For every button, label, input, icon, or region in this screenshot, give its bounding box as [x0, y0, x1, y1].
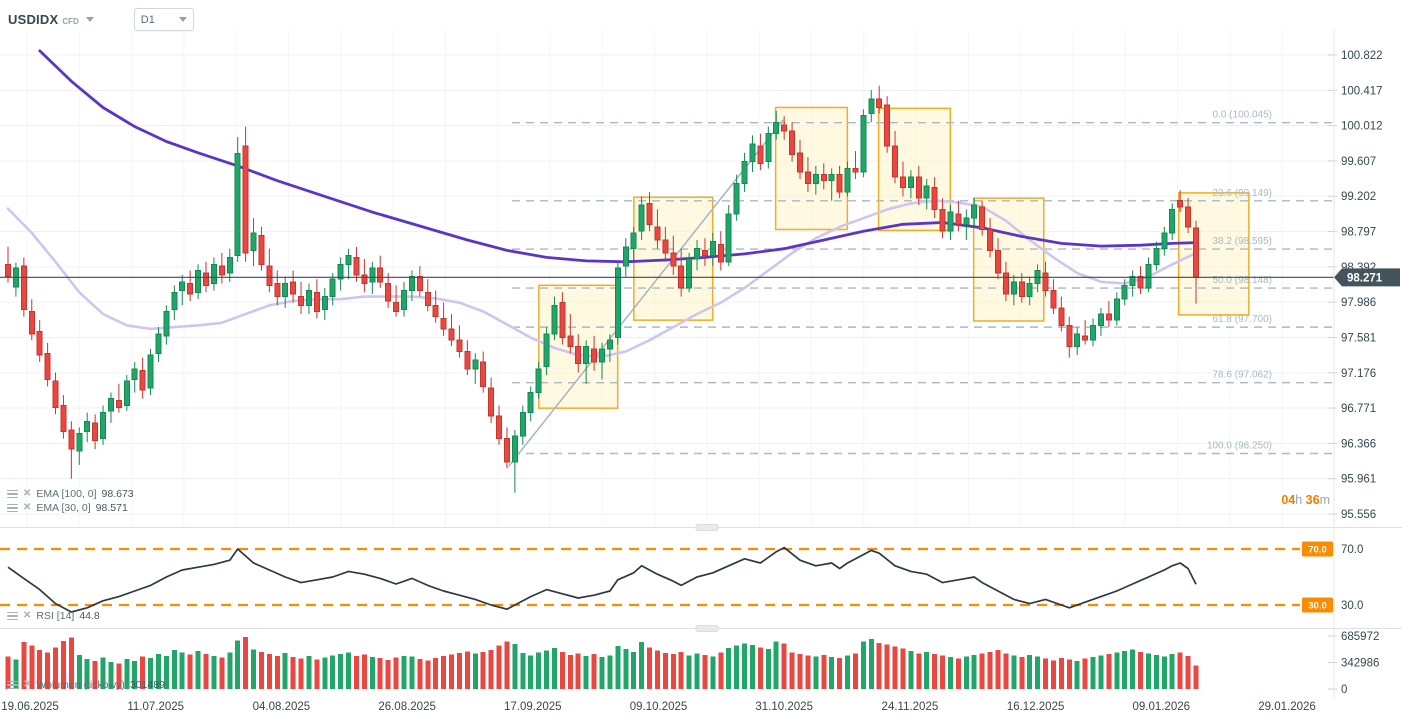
svg-text:100.822: 100.822 — [1341, 50, 1383, 62]
svg-text:31.10.2025: 31.10.2025 — [755, 701, 813, 713]
svg-text:19.06.2025: 19.06.2025 — [1, 701, 59, 713]
svg-text:96.771: 96.771 — [1341, 403, 1376, 415]
rsi-label: RSI [14] — [36, 610, 75, 622]
svg-text:23.6 (99.149): 23.6 (99.149) — [1213, 188, 1273, 199]
volume-label: Wolumen (tickowy) — [36, 679, 125, 691]
svg-text:0.0 (100.045): 0.0 (100.045) — [1213, 110, 1273, 121]
svg-text:98.797: 98.797 — [1341, 227, 1376, 239]
ema-100-value: 98.673 — [101, 488, 134, 500]
current-price-badge: 98.271 — [1334, 268, 1400, 287]
candle-countdown: 04h 36m — [1281, 493, 1330, 507]
rsi-line — [7, 546, 1197, 613]
svg-text:99.607: 99.607 — [1341, 156, 1376, 168]
svg-text:26.08.2025: 26.08.2025 — [378, 701, 436, 713]
svg-text:04.08.2025: 04.08.2025 — [253, 701, 311, 713]
svg-text:78.6 (97.062): 78.6 (97.062) — [1213, 370, 1273, 381]
svg-text:11.07.2025: 11.07.2025 — [127, 701, 184, 713]
svg-text:97.581: 97.581 — [1341, 332, 1376, 344]
timeframe-select[interactable]: D1 — [133, 8, 194, 31]
close-icon[interactable]: ✕ — [23, 488, 32, 499]
svg-text:685972: 685972 — [1341, 631, 1379, 643]
svg-text:100.012: 100.012 — [1341, 121, 1383, 133]
rsi-value: 44.8 — [79, 610, 100, 622]
svg-text:95.961: 95.961 — [1341, 474, 1376, 486]
close-icon[interactable]: ✕ — [23, 610, 32, 621]
volume-panel[interactable]: 685972 342986 0 — [5, 631, 1380, 696]
menu-icon[interactable] — [7, 680, 18, 690]
close-icon[interactable]: ✕ — [23, 502, 32, 513]
svg-text:30.0: 30.0 — [1341, 600, 1363, 612]
svg-text:96.366: 96.366 — [1341, 438, 1376, 450]
menu-icon[interactable] — [7, 503, 18, 513]
menu-icon[interactable] — [7, 611, 18, 621]
svg-text:70.0: 70.0 — [1308, 545, 1327, 556]
svg-text:30.0: 30.0 — [1308, 601, 1327, 612]
symbol-selector[interactable]: USDIDX CFD — [8, 12, 94, 27]
close-icon[interactable]: ✕ — [23, 679, 32, 690]
timeframe-value: D1 — [140, 13, 155, 26]
chevron-down-icon — [85, 17, 94, 22]
trend-line[interactable] — [507, 119, 784, 468]
rsi-legend: ✕ RSI [14] 44.8 — [7, 610, 100, 622]
ema-30-label: EMA [30, 0] — [36, 502, 91, 514]
date-axis[interactable]: 19.06.2025 11.07.2025 04.08.2025 26.08.2025… — [1, 701, 1316, 713]
countdown-minutes: 36 — [1305, 493, 1320, 507]
symbol-name: USDIDX — [8, 12, 59, 27]
volume-value: 301489 — [129, 679, 165, 691]
svg-text:342986: 342986 — [1341, 658, 1379, 670]
ema-30-value: 98.571 — [95, 502, 128, 514]
chevron-down-icon — [178, 17, 187, 22]
svg-text:97.986: 97.986 — [1341, 297, 1376, 309]
volume-legend: ✕ Wolumen (tickowy) 301489 — [7, 679, 165, 691]
svg-text:61.8 (97.700): 61.8 (97.700) — [1213, 314, 1273, 325]
svg-text:29.01.2026: 29.01.2026 — [1258, 701, 1316, 713]
ema-100-label: EMA [100, 0] — [36, 488, 97, 500]
svg-text:100.417: 100.417 — [1341, 85, 1383, 97]
svg-text:09.01.2026: 09.01.2026 — [1133, 701, 1191, 713]
rsi-panel[interactable]: 70.0 70.0 30.0 30.0 — [0, 541, 1363, 613]
svg-text:95.556: 95.556 — [1341, 509, 1376, 521]
candlesticks[interactable] — [5, 85, 1199, 493]
countdown-hours: 04 — [1281, 493, 1296, 507]
chart-toolbar: USDIDX CFD D1 — [8, 8, 194, 31]
svg-text:24.11.2025: 24.11.2025 — [882, 701, 939, 713]
svg-text:99.202: 99.202 — [1341, 191, 1376, 203]
panel-separators[interactable] — [0, 524, 1402, 632]
svg-text:0: 0 — [1341, 684, 1347, 696]
ema-100-legend: ✕ EMA [100, 0] 98.673 — [7, 488, 134, 500]
svg-text:100.0 (96.250): 100.0 (96.250) — [1207, 441, 1272, 452]
svg-text:38.2 (98.595): 38.2 (98.595) — [1213, 236, 1273, 247]
svg-text:09.10.2025: 09.10.2025 — [630, 701, 688, 713]
svg-text:97.176: 97.176 — [1341, 368, 1376, 380]
svg-text:50.0 (98.148): 50.0 (98.148) — [1213, 275, 1273, 286]
svg-text:98.271: 98.271 — [1347, 272, 1383, 284]
svg-text:16.12.2025: 16.12.2025 — [1007, 701, 1065, 713]
instrument-type-label: CFD — [62, 17, 79, 26]
svg-text:70.0: 70.0 — [1341, 544, 1363, 556]
menu-icon[interactable] — [7, 489, 18, 499]
svg-text:17.09.2025: 17.09.2025 — [504, 701, 562, 713]
ema-30-legend: ✕ EMA [30, 0] 98.571 — [7, 502, 128, 514]
